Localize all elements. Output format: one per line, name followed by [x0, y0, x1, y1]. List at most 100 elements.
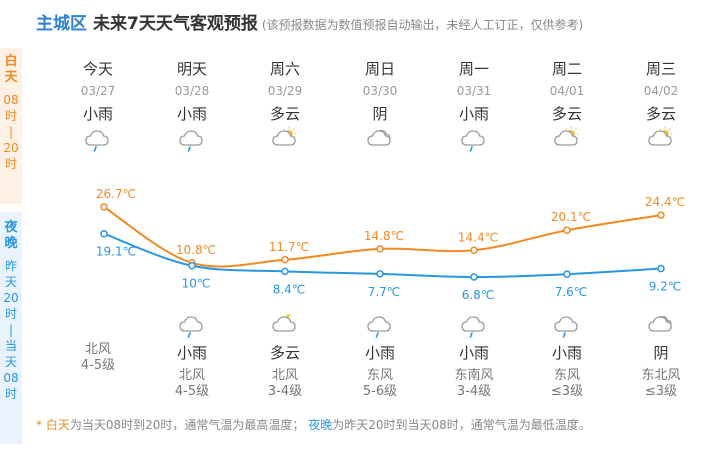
side-label-char: 昨	[4, 259, 17, 273]
overcast-icon	[621, 312, 701, 336]
footer-night-text: 为昨天20时到当天08时，通常气温为最低温度。	[332, 418, 591, 432]
night-column: 北风 4-5级	[58, 312, 138, 374]
low-temp-label: 19.1℃	[96, 245, 136, 259]
wind-info: 北风 4-5级	[152, 368, 232, 400]
wind-direction: 北风	[178, 368, 205, 383]
day-date: 03/28	[174, 84, 210, 98]
side-label-char: |	[8, 323, 14, 337]
side-label-char: 08	[3, 371, 19, 385]
partly-cloudy-night-icon	[245, 312, 325, 336]
side-label-char: 当	[4, 339, 17, 353]
footer-asterisk: *	[36, 418, 42, 432]
low-temp-point	[188, 261, 196, 270]
low-temp-point	[657, 264, 665, 273]
night-weather: 阴	[653, 344, 669, 362]
footer-day-text: 为当天08时到20时，通常气温为最高温度；	[69, 418, 305, 432]
day-column: 周一 03/31 小雨	[434, 58, 514, 152]
day-name: 周三	[645, 60, 676, 78]
day-column: 明天 03/28 小雨	[152, 58, 232, 152]
wind-direction: 东风	[366, 368, 393, 383]
side-label-char: 夜	[4, 220, 18, 235]
night-weather: 小雨	[458, 344, 489, 362]
side-label-char: 天	[4, 70, 18, 85]
day-name: 周二	[551, 60, 582, 78]
side-label-char: |	[8, 125, 14, 139]
light-rain-icon	[340, 312, 420, 338]
high-temp-point	[376, 245, 384, 253]
light-rain-icon	[527, 312, 607, 338]
side-label-char: 白	[4, 54, 18, 69]
night-weather: 小雨	[364, 344, 395, 362]
low-temp-point	[470, 273, 478, 281]
night-weather: 小雨	[551, 344, 582, 362]
footer-day-word: 白天	[45, 418, 70, 432]
overcast-icon	[340, 126, 420, 152]
day-date: 03/30	[362, 84, 398, 98]
day-weather: 小雨	[82, 105, 113, 123]
low-temp-point	[100, 229, 108, 238]
day-name: 今天	[82, 60, 113, 78]
light-rain-icon	[58, 126, 138, 152]
light-rain-icon	[434, 126, 514, 152]
side-label-char: 晚	[4, 236, 18, 251]
low-temp-point	[281, 267, 289, 276]
wind-level: 3-4级	[456, 384, 492, 399]
high-temp-label: 24.4℃	[645, 195, 685, 209]
wind-direction: 东南风	[454, 368, 494, 383]
page-header: 主城区 未来7天天气客观预报 (该预报数据为数值预报自动输出，未经人工订正，仅供参考…	[36, 9, 584, 34]
night-column: 小雨东风 ≤3级	[527, 312, 607, 400]
day-column: 周六 03/29 多云	[245, 58, 325, 152]
low-temp-point	[376, 270, 384, 278]
night-weather: 多云	[269, 344, 300, 362]
wind-info: 东北风 ≤3级	[621, 368, 701, 400]
side-label-char: 20	[3, 141, 19, 155]
wind-level: 5-6级	[362, 384, 398, 399]
disclaimer-note: (该预报数据为数值预报自动输出，未经人工订正，仅供参考)	[261, 18, 584, 32]
high-temp-label: 26.7℃	[96, 187, 136, 201]
wind-level: ≤3级	[550, 384, 584, 399]
day-weather: 小雨	[176, 105, 207, 123]
low-temp-label: 8.4℃	[273, 282, 306, 296]
light-rain-icon	[434, 312, 514, 338]
side-label-char: 时	[4, 157, 17, 171]
high-temp-point	[470, 246, 478, 255]
night-column: 小雨北风 4-5级	[152, 312, 232, 400]
day-weather: 小雨	[458, 105, 489, 123]
night-column: 阴东北风 ≤3级	[621, 312, 701, 400]
day-name: 周一	[458, 60, 489, 78]
day-weather: 阴	[372, 105, 388, 123]
wind-info: 东南风 3-4级	[434, 368, 514, 400]
wind-level: 4-5级	[174, 384, 210, 399]
side-label-char: 08	[3, 93, 19, 107]
partly-cloudy-day-icon	[245, 126, 325, 152]
day-name: 明天	[176, 60, 207, 78]
day-date: 03/31	[456, 84, 492, 98]
wind-info: 北风 3-4级	[245, 368, 325, 400]
high-temp-point	[281, 256, 289, 264]
low-temp-label: 10℃	[182, 277, 211, 291]
side-label-char: 20	[3, 291, 19, 305]
city-name: 主城区	[36, 14, 87, 34]
page-title: 未来7天天气客观预报	[93, 14, 258, 34]
day-date: 03/27	[80, 84, 116, 98]
footer-note: * 白天为当天08时到20时，通常气温为最高温度； 夜晚为昨天20时到当天08时…	[36, 416, 591, 433]
wind-level: 4-5级	[80, 358, 116, 373]
day-date: 03/29	[267, 84, 303, 98]
side-label-char: 天	[4, 355, 17, 369]
day-weather: 多云	[269, 105, 300, 123]
day-column: 今天 03/27 小雨	[58, 58, 138, 152]
wind-info: 东风 5-6级	[340, 368, 420, 400]
night-weather: 小雨	[176, 344, 207, 362]
wind-direction: 北风	[271, 368, 298, 383]
day-weather: 多云	[551, 105, 582, 123]
low-temp-label: 9.2℃	[649, 280, 682, 294]
wind-direction: 北风	[84, 342, 111, 357]
side-label-char: 时	[4, 387, 17, 401]
high-temp-label: 10.8℃	[176, 243, 216, 257]
night-period-label: 夜晚昨天 20 时 | 当天 08 时	[0, 212, 22, 444]
day-date: 04/01	[549, 84, 585, 98]
wind-direction: 东风	[553, 368, 580, 383]
day-weather: 多云	[645, 105, 676, 123]
side-label-char: 时	[4, 109, 17, 123]
